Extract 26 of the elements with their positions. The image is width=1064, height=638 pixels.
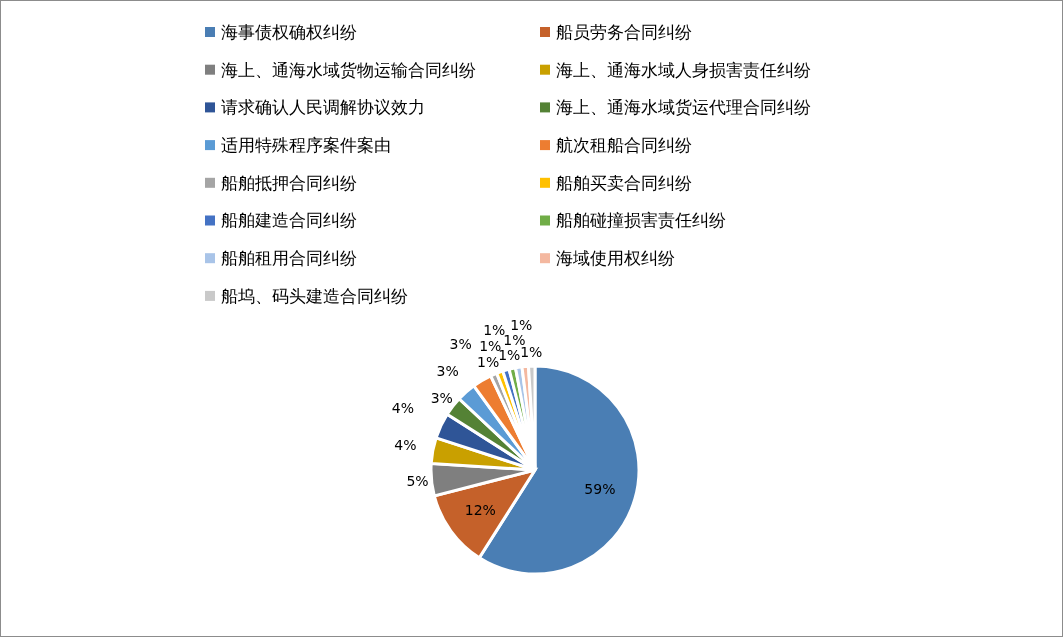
legend-label: 船员劳务合同纠纷 — [556, 21, 692, 42]
data-label: 1% — [483, 321, 506, 338]
legend-label: 海事债权确权纠纷 — [221, 21, 357, 42]
data-label: 3% — [449, 336, 472, 353]
data-label: 4% — [391, 399, 414, 416]
legend-label: 请求确认人民调解协议效力 — [221, 97, 425, 118]
data-label: 4% — [394, 437, 417, 454]
legend-label: 船舶抵押合同纠纷 — [221, 172, 357, 193]
data-label: 3% — [430, 389, 453, 406]
legend-label: 船舶碰撞损害责任纠纷 — [556, 210, 726, 231]
legend-label: 海上、通海水域货物运输合同纠纷 — [221, 59, 476, 80]
data-label: 1% — [510, 316, 533, 333]
data-label: 5% — [406, 473, 429, 489]
data-label: 59% — [584, 480, 616, 497]
data-label: 12% — [464, 501, 496, 518]
legend-label: 适用特殊程序案件案由 — [221, 135, 391, 156]
legend-label: 船舶买卖合同纠纷 — [556, 172, 692, 193]
legend-label: 船舶租用合同纠纷 — [221, 248, 357, 269]
legend-label: 船舶建造合同纠纷 — [221, 210, 357, 231]
legend-label: 航次租船合同纠纷 — [556, 135, 692, 156]
legend-label: 海上、通海水域货运代理合同纠纷 — [556, 97, 811, 118]
legend-label: 海域使用权纠纷 — [556, 248, 675, 269]
legend-label: 海上、通海水域人身损害责任纠纷 — [556, 59, 811, 80]
legend-label: 船坞、码头建造合同纠纷 — [221, 285, 408, 306]
data-label: 3% — [436, 362, 459, 379]
data-label: 1% — [477, 353, 500, 370]
